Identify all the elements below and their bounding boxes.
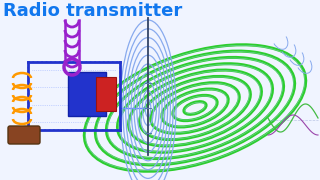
FancyBboxPatch shape [8, 126, 40, 144]
Bar [96, 77, 116, 111]
Bar [68, 72, 106, 116]
Text: Radio transmitter: Radio transmitter [3, 2, 182, 20]
